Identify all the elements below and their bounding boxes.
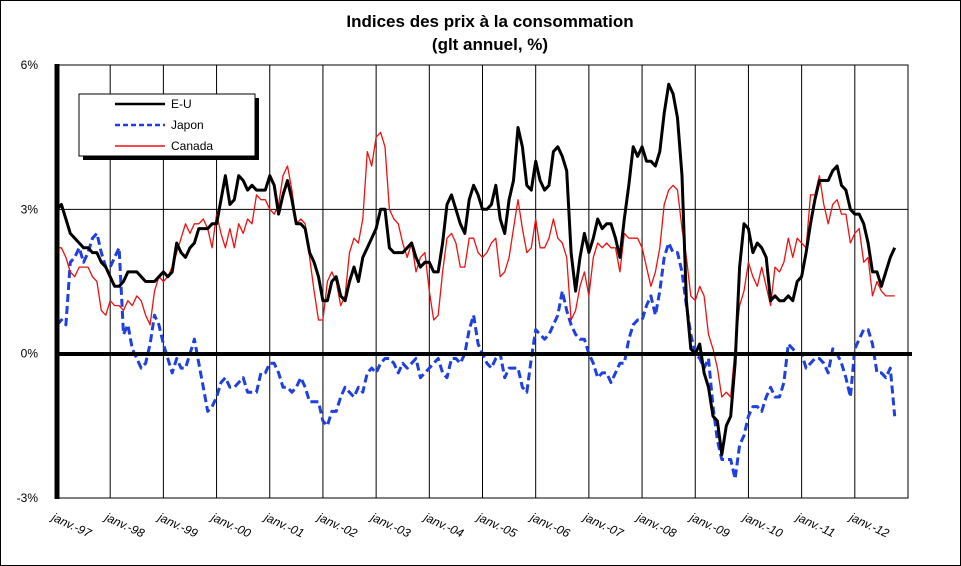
legend-label: Japon	[171, 118, 204, 132]
legend-label: Canada	[171, 139, 213, 153]
y-tick-label: 6%	[21, 58, 39, 72]
chart-title: Indices des prix à la consommation	[346, 12, 633, 31]
legend: E-U Japon Canada	[78, 93, 259, 160]
series-line-canada	[57, 131, 895, 398]
series-line-e-u	[55, 82, 897, 457]
y-tick-label: 0%	[21, 347, 39, 361]
y-tick-label: 3%	[21, 202, 39, 216]
series-line-japon	[55, 231, 897, 481]
y-tick-label: -3%	[17, 491, 39, 505]
chart-subtitle: (glt annuel, %)	[432, 35, 548, 54]
legend-label: E-U	[171, 97, 192, 111]
